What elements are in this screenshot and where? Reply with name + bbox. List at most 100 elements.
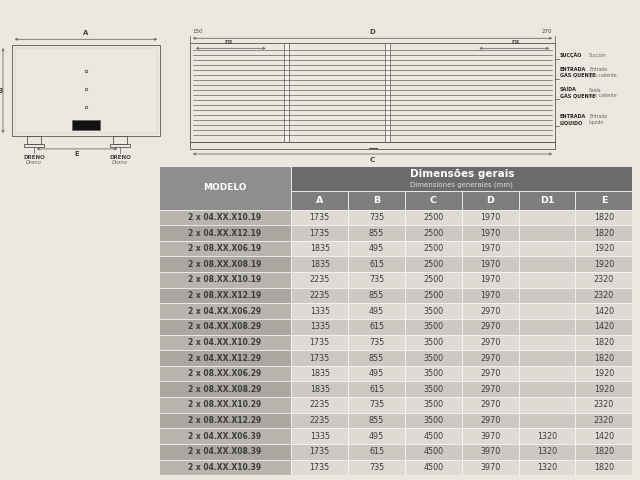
Text: 2970: 2970 xyxy=(480,307,500,316)
Bar xyxy=(405,303,462,319)
Text: DRENO: DRENO xyxy=(23,155,45,160)
Text: 2 x 08.XX.X08.29: 2 x 08.XX.X08.29 xyxy=(188,385,262,394)
Bar xyxy=(291,191,348,210)
Bar xyxy=(405,210,462,225)
Text: 4500: 4500 xyxy=(423,463,444,472)
Text: 2970: 2970 xyxy=(480,338,500,347)
Text: 1970: 1970 xyxy=(480,276,500,284)
Bar xyxy=(518,382,575,397)
Bar xyxy=(348,319,405,335)
Text: 1835: 1835 xyxy=(310,369,330,378)
Bar xyxy=(405,335,462,350)
Bar xyxy=(291,444,348,459)
Text: SAÍDA
GÁS QUENTE: SAÍDA GÁS QUENTE xyxy=(560,87,595,98)
Text: C: C xyxy=(370,157,375,163)
Bar xyxy=(575,382,632,397)
Text: 1970: 1970 xyxy=(480,260,500,269)
Text: 3500: 3500 xyxy=(423,353,444,362)
Text: C: C xyxy=(430,196,437,205)
Bar xyxy=(348,428,405,444)
Bar xyxy=(575,191,632,210)
Text: 2970: 2970 xyxy=(480,322,500,331)
Bar xyxy=(518,210,575,225)
Text: 855: 855 xyxy=(369,416,384,425)
Bar xyxy=(518,303,575,319)
Bar xyxy=(518,241,575,256)
Bar xyxy=(348,459,405,475)
Text: 495: 495 xyxy=(369,307,384,316)
Text: 2500: 2500 xyxy=(423,260,444,269)
Bar xyxy=(159,288,291,303)
Bar xyxy=(462,366,518,382)
Bar xyxy=(27,136,41,144)
Bar xyxy=(190,43,555,142)
Text: 2 x 08.XX.X10.29: 2 x 08.XX.X10.29 xyxy=(188,400,262,409)
Text: 1970: 1970 xyxy=(480,228,500,238)
Text: 2 x 04.XX.X08.29: 2 x 04.XX.X08.29 xyxy=(188,322,262,331)
Text: 2500: 2500 xyxy=(423,291,444,300)
Bar xyxy=(291,288,348,303)
Bar xyxy=(575,444,632,459)
Text: 1970: 1970 xyxy=(480,213,500,222)
Text: 855: 855 xyxy=(369,353,384,362)
Bar xyxy=(291,256,348,272)
Bar xyxy=(518,319,575,335)
Text: 2235: 2235 xyxy=(310,400,330,409)
Bar xyxy=(462,241,518,256)
Bar xyxy=(159,241,291,256)
Text: 2970: 2970 xyxy=(480,400,500,409)
Bar xyxy=(159,256,291,272)
Bar xyxy=(24,144,44,147)
Bar xyxy=(12,45,160,136)
Bar xyxy=(348,444,405,459)
Text: 1820: 1820 xyxy=(594,463,614,472)
Text: 1820: 1820 xyxy=(594,447,614,456)
Text: 4500: 4500 xyxy=(423,447,444,456)
Text: A: A xyxy=(316,196,323,205)
Bar xyxy=(291,335,348,350)
Bar xyxy=(405,319,462,335)
Bar xyxy=(159,335,291,350)
Bar xyxy=(348,366,405,382)
Text: 615: 615 xyxy=(369,322,384,331)
Text: 1820: 1820 xyxy=(594,353,614,362)
Bar xyxy=(575,335,632,350)
Text: 3970: 3970 xyxy=(480,447,500,456)
Text: 2235: 2235 xyxy=(310,291,330,300)
Bar xyxy=(159,166,291,210)
Text: Dimensões gerais: Dimensões gerais xyxy=(410,169,514,180)
Text: 2500: 2500 xyxy=(423,213,444,222)
Bar xyxy=(159,413,291,428)
Text: 1920: 1920 xyxy=(594,369,614,378)
Bar xyxy=(72,120,100,130)
Text: 615: 615 xyxy=(369,447,384,456)
Text: 2 x 04.XX.X08.39: 2 x 04.XX.X08.39 xyxy=(188,447,262,456)
Bar xyxy=(462,256,518,272)
Bar xyxy=(518,256,575,272)
Text: 1970: 1970 xyxy=(480,291,500,300)
Text: 1420: 1420 xyxy=(594,307,614,316)
Text: 495: 495 xyxy=(369,369,384,378)
Text: 1735: 1735 xyxy=(310,338,330,347)
Bar xyxy=(518,191,575,210)
Text: 4500: 4500 xyxy=(423,432,444,441)
Bar xyxy=(405,256,462,272)
Bar xyxy=(291,413,348,428)
Bar xyxy=(575,397,632,413)
Bar xyxy=(159,319,291,335)
Text: 735: 735 xyxy=(369,400,384,409)
Bar xyxy=(462,272,518,288)
Text: 1835: 1835 xyxy=(310,244,330,253)
Bar xyxy=(518,428,575,444)
Text: D: D xyxy=(486,196,494,205)
Text: 1970: 1970 xyxy=(480,244,500,253)
Bar xyxy=(518,272,575,288)
Bar xyxy=(462,225,518,241)
Bar xyxy=(462,303,518,319)
Bar xyxy=(575,225,632,241)
Bar xyxy=(159,272,291,288)
Bar xyxy=(462,428,518,444)
Bar xyxy=(110,144,130,147)
Bar xyxy=(291,382,348,397)
Text: 1420: 1420 xyxy=(594,432,614,441)
